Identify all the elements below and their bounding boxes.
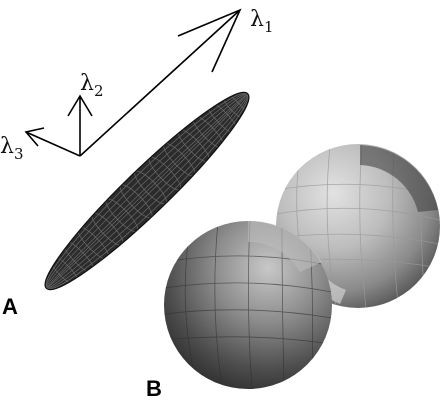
panel-label-b: B — [146, 376, 162, 400]
lambda1-label: λ1 — [250, 7, 274, 36]
lower-lobe — [164, 221, 332, 389]
lambda2-label: λ2 — [80, 71, 104, 100]
lambda3-arrow — [26, 128, 80, 156]
lambda3-label: λ3 — [0, 134, 24, 163]
lambda2-arrow — [68, 96, 92, 156]
panel-label-a: A — [2, 294, 18, 319]
peanut-glyph — [164, 144, 440, 389]
